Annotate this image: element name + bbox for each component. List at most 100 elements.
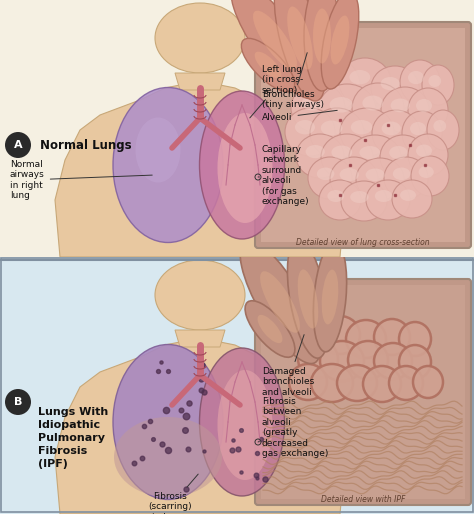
Ellipse shape — [348, 341, 388, 379]
Text: Pulmonary: Pulmonary — [38, 433, 105, 443]
Ellipse shape — [346, 320, 386, 358]
Ellipse shape — [296, 134, 344, 178]
Ellipse shape — [363, 96, 383, 111]
Ellipse shape — [291, 83, 345, 133]
Ellipse shape — [413, 366, 443, 398]
Ellipse shape — [365, 169, 385, 181]
Text: Detailed view of lung cross-section: Detailed view of lung cross-section — [296, 238, 430, 247]
Ellipse shape — [302, 96, 323, 111]
Ellipse shape — [433, 120, 446, 132]
Ellipse shape — [320, 316, 360, 354]
Ellipse shape — [340, 108, 394, 156]
Text: Capillary
network
surround
alveoli
(for gas
exchange): Capillary network surround alveoli (for … — [258, 145, 310, 206]
Ellipse shape — [330, 15, 349, 65]
Ellipse shape — [317, 168, 334, 180]
Ellipse shape — [200, 348, 284, 496]
Ellipse shape — [349, 135, 401, 179]
Ellipse shape — [411, 156, 449, 196]
Ellipse shape — [349, 70, 370, 84]
Ellipse shape — [240, 241, 320, 363]
Polygon shape — [175, 73, 225, 90]
Ellipse shape — [287, 7, 313, 69]
Ellipse shape — [389, 366, 423, 400]
Text: B: B — [14, 397, 22, 407]
Ellipse shape — [155, 3, 245, 73]
Text: A: A — [14, 140, 22, 150]
Ellipse shape — [200, 91, 284, 239]
Ellipse shape — [419, 166, 434, 178]
Ellipse shape — [389, 146, 408, 159]
Text: Detailed view with IPF: Detailed view with IPF — [321, 495, 405, 504]
Ellipse shape — [155, 260, 245, 330]
Text: Fibrosis
(scarring)
in lungs: Fibrosis (scarring) in lungs — [148, 474, 198, 514]
Text: Fibrosis: Fibrosis — [38, 446, 87, 456]
Ellipse shape — [329, 97, 353, 113]
Text: Left lung
(in cross-
section): Left lung (in cross- section) — [250, 65, 303, 118]
Ellipse shape — [304, 0, 340, 91]
Ellipse shape — [257, 315, 283, 343]
Ellipse shape — [318, 84, 376, 136]
Ellipse shape — [253, 11, 297, 69]
Ellipse shape — [372, 110, 420, 156]
Ellipse shape — [366, 180, 410, 220]
Ellipse shape — [114, 417, 222, 497]
Ellipse shape — [374, 343, 412, 379]
Text: Normal
airways
in right
lung: Normal airways in right lung — [10, 160, 152, 200]
Ellipse shape — [410, 122, 426, 135]
Ellipse shape — [241, 39, 295, 91]
Ellipse shape — [350, 191, 369, 203]
Ellipse shape — [399, 322, 431, 356]
Ellipse shape — [428, 75, 441, 87]
Circle shape — [5, 389, 31, 415]
Ellipse shape — [288, 317, 332, 357]
Ellipse shape — [374, 319, 410, 355]
Ellipse shape — [218, 113, 273, 223]
Ellipse shape — [399, 345, 431, 379]
Ellipse shape — [255, 52, 282, 78]
Ellipse shape — [422, 65, 454, 105]
Ellipse shape — [363, 366, 401, 402]
Ellipse shape — [319, 180, 361, 220]
Ellipse shape — [392, 180, 432, 218]
Ellipse shape — [274, 0, 326, 101]
Ellipse shape — [313, 242, 346, 352]
Ellipse shape — [136, 118, 181, 182]
Ellipse shape — [285, 108, 335, 156]
Ellipse shape — [113, 344, 223, 500]
Ellipse shape — [408, 71, 424, 84]
Ellipse shape — [391, 99, 410, 112]
Text: Damaged
bronchioles
and alveoli: Damaged bronchioles and alveoli — [262, 335, 314, 397]
FancyBboxPatch shape — [255, 22, 471, 248]
Ellipse shape — [393, 168, 410, 180]
Ellipse shape — [310, 108, 364, 158]
Ellipse shape — [260, 271, 300, 333]
Ellipse shape — [320, 341, 364, 381]
Ellipse shape — [331, 145, 352, 159]
Ellipse shape — [416, 99, 432, 112]
Ellipse shape — [400, 60, 440, 104]
Ellipse shape — [381, 87, 429, 133]
Ellipse shape — [113, 87, 223, 243]
Ellipse shape — [402, 111, 442, 155]
Ellipse shape — [321, 134, 373, 180]
Text: Bronchioles
(tiny airways): Bronchioles (tiny airways) — [262, 52, 324, 109]
Circle shape — [5, 132, 31, 158]
Ellipse shape — [408, 88, 448, 132]
Bar — [261, 285, 465, 499]
Ellipse shape — [322, 270, 338, 324]
Ellipse shape — [321, 120, 342, 136]
Ellipse shape — [384, 157, 428, 199]
Ellipse shape — [339, 58, 391, 106]
FancyBboxPatch shape — [255, 279, 471, 505]
Ellipse shape — [375, 190, 392, 202]
Ellipse shape — [298, 269, 318, 328]
Ellipse shape — [400, 190, 416, 201]
Ellipse shape — [371, 66, 419, 110]
Text: Normal Lungs: Normal Lungs — [40, 138, 132, 152]
Ellipse shape — [351, 120, 373, 134]
Ellipse shape — [289, 364, 327, 400]
Ellipse shape — [408, 134, 448, 176]
Ellipse shape — [359, 146, 380, 159]
Ellipse shape — [330, 157, 378, 201]
Text: (IPF): (IPF) — [38, 459, 68, 469]
